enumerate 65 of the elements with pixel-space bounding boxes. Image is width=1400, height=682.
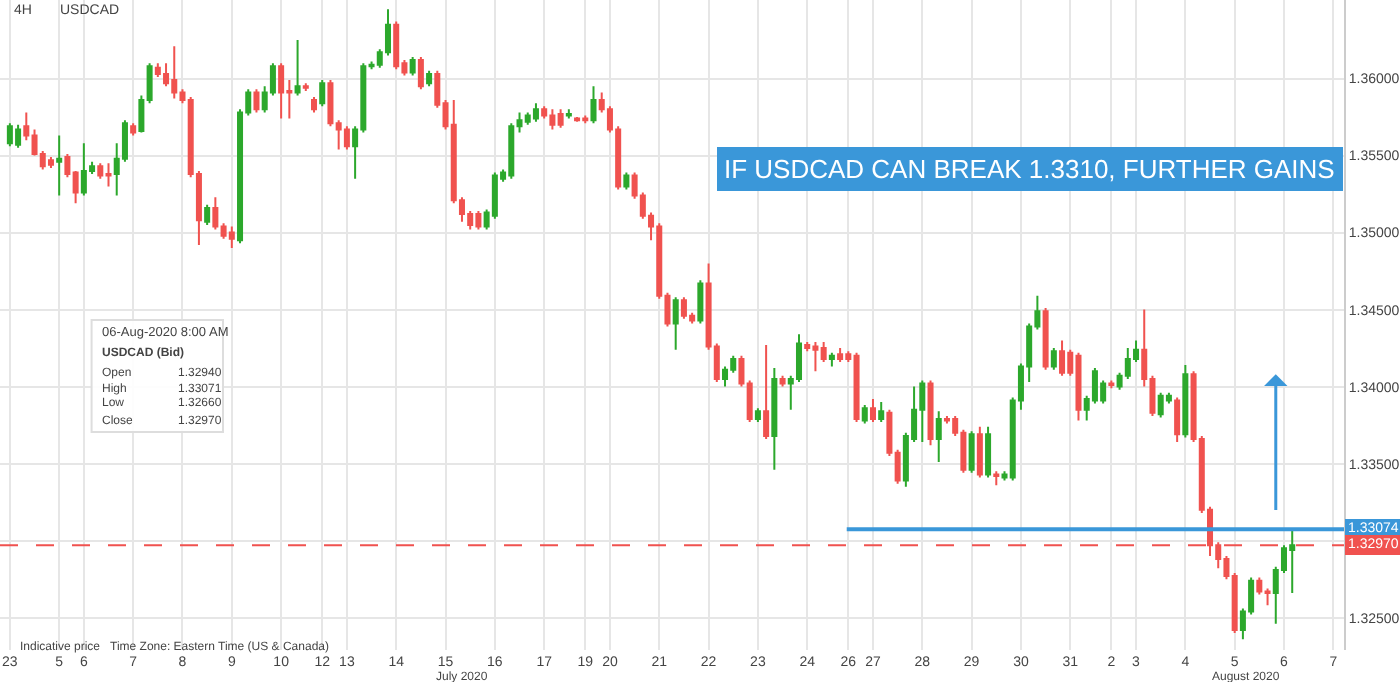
candlestick [1042,307,1049,371]
candlestick [80,142,87,197]
candlestick [985,425,992,479]
candlestick [672,296,679,351]
candlestick [294,39,301,97]
candlestick [1157,391,1164,419]
candlestick [1174,396,1181,444]
candlestick [680,296,687,320]
candlestick [927,379,934,447]
candlestick [968,430,975,474]
candlestick [820,340,827,363]
candlestick [935,410,942,464]
candlestick [861,404,868,425]
candlestick [549,108,556,131]
candlestick [524,111,531,126]
candlestick [771,367,778,471]
candlestick [976,425,983,479]
candlestick [754,407,761,424]
candlestick [532,102,539,123]
candlestick [253,88,260,114]
candlestick [105,162,112,188]
candlestick [1182,364,1189,439]
candlestick [417,56,424,91]
candlestick [993,470,1000,487]
candlestick [343,125,350,151]
candlestick [319,79,326,108]
candlestick [565,108,572,120]
candlestick [878,401,885,424]
candlestick [1289,528,1296,594]
candlestick [409,56,416,77]
candlestick [393,20,400,71]
candlestick [697,279,704,325]
candlestick [582,114,589,125]
candlestick [302,82,309,92]
text: IF USDCAD CAN BREAK 1.3310, FURTHER GAINS [724,154,1336,184]
candlestick [812,340,819,373]
candlestick [6,122,13,148]
candlestick [590,85,597,125]
candlestick [623,171,630,191]
candlestick [97,162,104,180]
candlestick [171,45,178,100]
candlestick [919,379,926,444]
candlestick [15,123,22,149]
candlestick [154,62,161,79]
candlestick [47,156,54,169]
candlestick [212,196,219,231]
candlestick [1059,339,1066,377]
candlestick [204,203,211,226]
candlestick [56,134,63,197]
candlestick [763,344,770,440]
candlestick [1108,379,1115,390]
candlestick [475,210,482,231]
candlestick [228,225,235,249]
candlestick [426,69,433,88]
candlestick [853,351,860,424]
candlestick [779,374,786,388]
candlestick [1050,347,1057,371]
candlestick [130,122,137,137]
candlestick [869,397,876,424]
candlestick [278,62,285,120]
candlestick [837,347,844,363]
candlestick [1075,351,1082,422]
candlestick [311,96,318,114]
candlestick [828,351,835,368]
candlestick [557,108,564,129]
